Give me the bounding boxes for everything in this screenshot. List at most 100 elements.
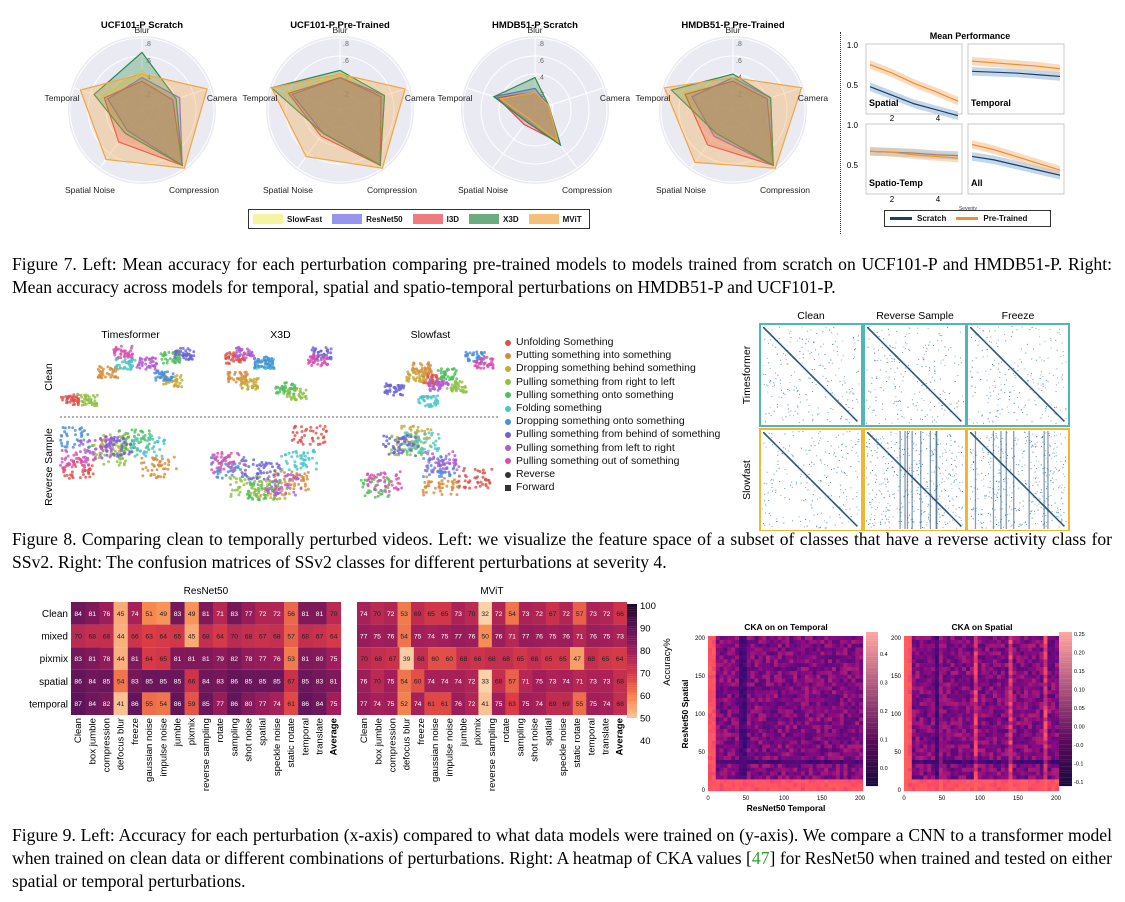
cm-cell [903,454,904,456]
tsne-point [60,449,64,452]
cm-diagonal [802,366,805,369]
cm-cell [986,447,987,449]
cm-cell [872,434,874,436]
cm-cell [939,495,941,497]
tsne-point [229,495,233,498]
tsne-point [220,476,224,480]
tsne-point [288,391,292,395]
cm-cell [875,438,877,440]
cm-cell [857,339,859,341]
tsne-point [100,438,104,442]
cm-cell [1039,356,1041,358]
cm-cell [1024,404,1026,406]
cm-diagonal [983,445,986,448]
cm-column [1005,431,1007,529]
cm-cell [914,450,916,452]
cm-diagonal [1028,385,1031,388]
cm-diagonal [948,408,951,411]
cm-cell [1063,489,1065,491]
cm-cell [918,391,920,393]
cm-cell [771,487,773,488]
tsne-point [118,366,122,370]
cm-cell [1053,435,1055,437]
cm-cell [993,390,995,392]
cm-cell [925,347,927,349]
tsne-point [71,445,75,449]
tsne-point [59,438,63,442]
tsne-point [329,347,333,351]
cm-diagonal [917,377,919,379]
tsne-point [86,449,90,453]
cm-cell [1046,379,1048,381]
tsne-point [299,396,303,400]
cm-diagonal [875,335,877,337]
cm-cell [786,363,788,365]
tsne-point [148,432,152,436]
tsne-point [311,429,315,433]
tsne-point [447,470,451,474]
radar-spoke [732,109,776,169]
cm-cell [895,442,897,443]
cm-diagonal [878,338,881,341]
tsne-point [326,348,330,352]
tsne-point [247,353,251,356]
tsne-point [444,373,448,377]
cm-cell [1030,375,1032,377]
cm-cell [990,460,992,462]
tsne-point [460,385,464,389]
tsne-point [230,488,234,492]
tsne-point [123,366,127,370]
tsne-point [124,431,128,435]
cm-cell [998,525,1000,526]
cm-diagonal [782,346,785,349]
cm-diagonal [836,505,838,507]
cm-cell [768,512,770,514]
tsne-point [181,346,185,350]
cm-cell [764,524,766,526]
tsne-point [272,490,276,494]
cm-cell [1001,361,1002,363]
tsne-point [158,460,162,464]
cm-diagonal [891,456,893,458]
cm-cell [1048,415,1049,417]
cm-cell [879,369,881,371]
tsne-point [423,432,427,436]
class-legend-entry: Pulling something onto something [505,389,745,402]
cm-cell [771,444,773,446]
cm-cell [856,476,858,478]
cm-diagonal [1024,381,1026,383]
tsne-point [121,456,124,460]
cm-cell [987,402,989,404]
tsne-point [60,441,63,445]
tsne-point [216,459,220,463]
tsne-point [113,349,117,353]
cm-diagonal [943,508,945,510]
cm-diagonal [851,520,854,523]
cm-cell [1042,495,1044,497]
tsne-point [280,485,283,489]
cm-cell [930,505,932,507]
cm-cell [998,480,1000,482]
tsne-point [429,371,433,374]
tsne-point [140,360,144,364]
cm-diagonal [854,523,857,526]
cm-cell [781,417,783,419]
tsne-point [91,472,95,476]
cm-cell [875,481,876,483]
cm-cell [907,433,909,434]
cm-cell [769,523,770,525]
tsne-point [267,461,271,465]
cm-cell [1059,485,1061,487]
tsne-point [400,486,404,490]
cm-cell [870,472,872,474]
cm-cell [900,470,902,472]
cm-cell [1042,508,1044,510]
tsne-point [299,479,303,482]
radar-series-mvit [270,73,406,169]
cm-cell [916,450,918,451]
cm-diagonal [989,346,992,349]
cm-cell [876,457,878,459]
cm-cell [873,524,875,526]
cm-cell [905,348,907,350]
cm-cell [768,499,770,501]
